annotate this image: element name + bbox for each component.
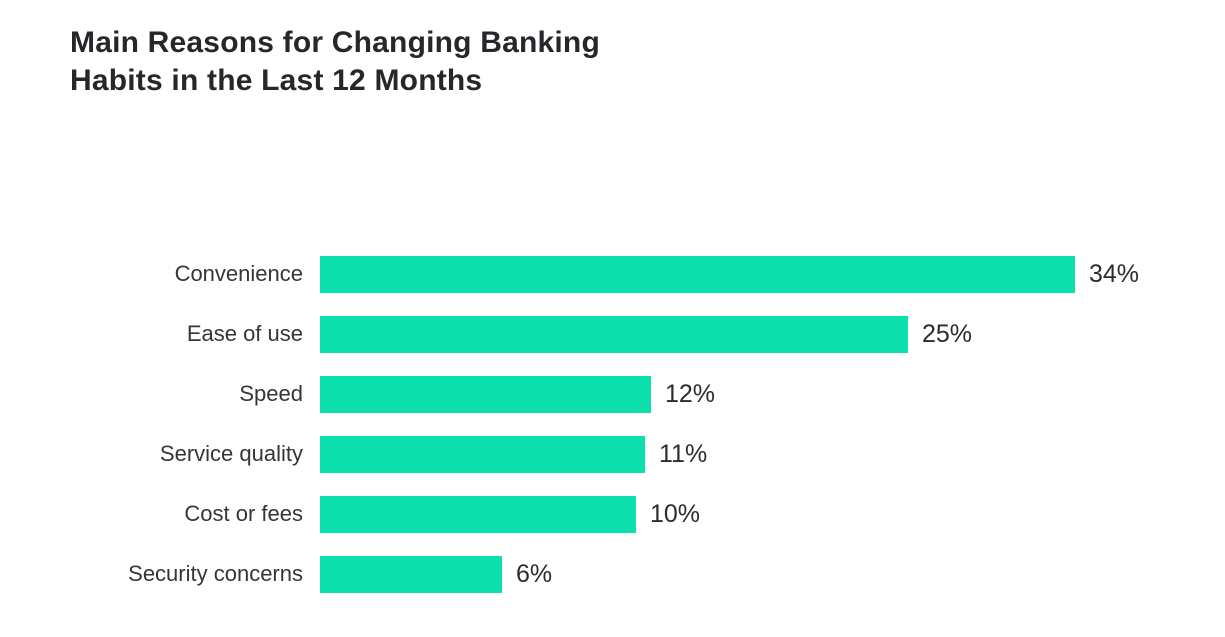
bar-chart-row: Security concerns 6% — [0, 544, 1225, 604]
category-label: Speed — [239, 381, 303, 406]
value-label: 10% — [650, 499, 701, 528]
category-label: Convenience — [174, 261, 303, 286]
chart-title: Main Reasons for Changing Banking Habits… — [70, 24, 830, 100]
value-label: 6% — [516, 559, 553, 588]
bar — [320, 375, 651, 413]
chart-title-line-1: Main Reasons for Changing Banking — [70, 26, 600, 59]
bar — [320, 495, 636, 533]
bar-track: 10% — [320, 495, 701, 533]
category-label: Ease of use — [186, 321, 303, 346]
bar — [320, 435, 645, 473]
bar-track: 11% — [320, 435, 708, 473]
value-label: 34% — [1089, 259, 1140, 288]
bar — [320, 555, 502, 593]
chart-title-line-2: Habits in the Last 12 Months — [70, 64, 483, 97]
bar-track: 6% — [320, 555, 553, 593]
bar-chart-row: Convenience 34% — [0, 244, 1225, 304]
bar-track: 34% — [320, 255, 1140, 293]
value-label: 25% — [922, 319, 973, 348]
category-label: Service quality — [159, 441, 303, 466]
bar-track: 25% — [320, 315, 973, 353]
value-label: 11% — [659, 439, 708, 468]
category-label: Security concerns — [128, 561, 303, 586]
bar-chart-row: Ease of use 25% — [0, 304, 1225, 364]
value-label: 12% — [665, 379, 716, 408]
bar-chart-row: Service quality 11% — [0, 424, 1225, 484]
bar-chart-row: Cost or fees 10% — [0, 484, 1225, 544]
category-label: Cost or fees — [184, 501, 303, 526]
bar-chart-row: Speed 12% — [0, 364, 1225, 424]
bar-chart: Convenience 34% Ease of use 25% Speed 12… — [0, 244, 1225, 604]
bar — [320, 315, 908, 353]
bar — [320, 255, 1075, 293]
bar-track: 12% — [320, 375, 716, 413]
